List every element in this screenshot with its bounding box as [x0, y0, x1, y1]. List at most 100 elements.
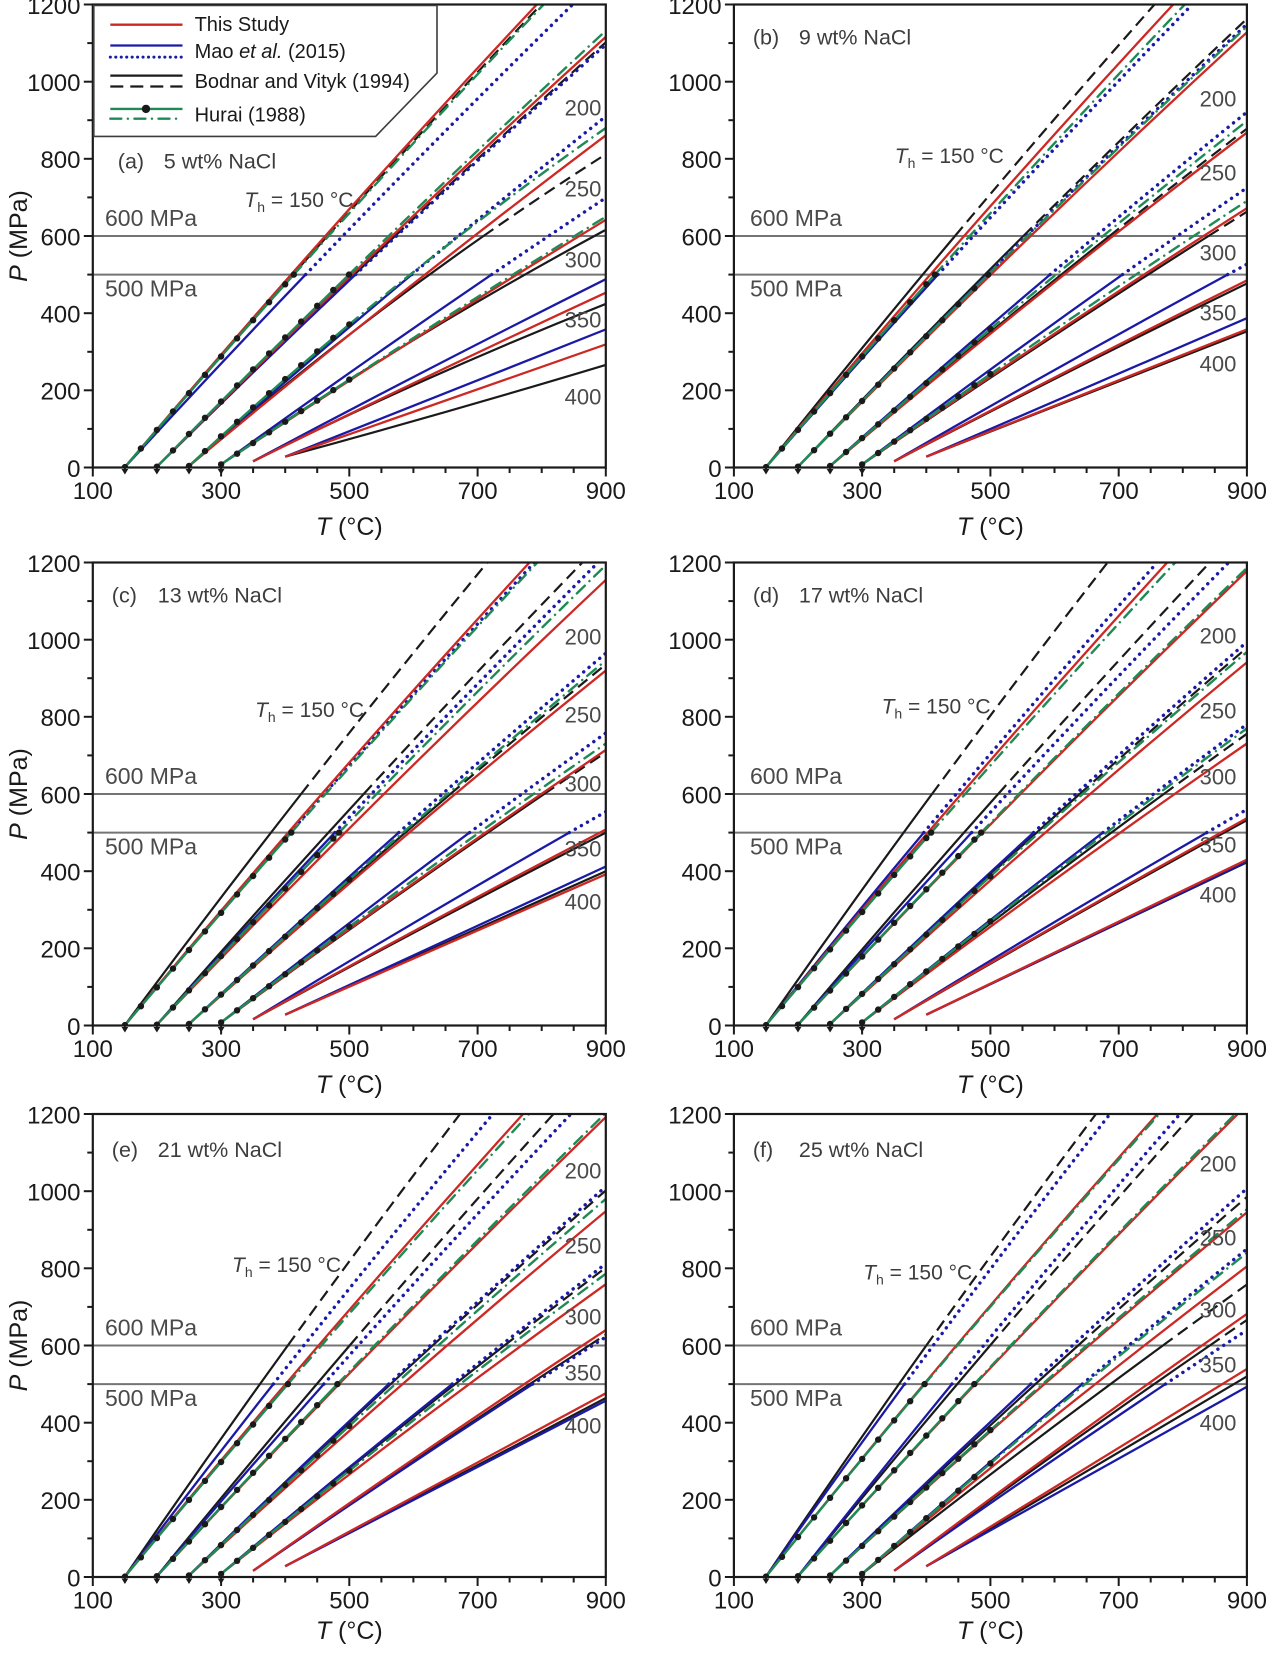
svg-text:600: 600 — [40, 224, 80, 251]
svg-text:Th = 150 °C: Th = 150 °C — [863, 1262, 972, 1288]
svg-text:1000: 1000 — [27, 1180, 80, 1207]
svg-text:1200: 1200 — [27, 551, 80, 578]
svg-text:700: 700 — [1099, 1036, 1139, 1063]
svg-text:350: 350 — [1200, 833, 1237, 858]
svg-text:600: 600 — [682, 782, 722, 809]
svg-text:300: 300 — [565, 1305, 602, 1330]
svg-text:1000: 1000 — [27, 628, 80, 655]
svg-text:1200: 1200 — [668, 1102, 721, 1129]
svg-text:400: 400 — [682, 302, 722, 329]
svg-text:Bodnar and Vityk (1994): Bodnar and Vityk (1994) — [195, 71, 410, 93]
svg-text:Th = 150 °C: Th = 150 °C — [882, 696, 991, 722]
svg-text:T (°C): T (°C) — [316, 1617, 383, 1645]
svg-text:0: 0 — [708, 1014, 721, 1041]
svg-text:900: 900 — [1227, 1036, 1267, 1063]
svg-text:25 wt% NaCl: 25 wt% NaCl — [799, 1138, 923, 1162]
svg-text:(b): (b) — [753, 26, 779, 50]
svg-text:800: 800 — [40, 147, 80, 174]
svg-text:200: 200 — [1200, 1152, 1237, 1177]
svg-text:400: 400 — [682, 860, 722, 887]
svg-text:400: 400 — [1200, 352, 1237, 377]
svg-text:200: 200 — [565, 625, 602, 650]
svg-text:600 MPa: 600 MPa — [105, 1315, 197, 1341]
svg-text:200: 200 — [682, 379, 722, 406]
svg-text:500 MPa: 500 MPa — [105, 276, 197, 302]
svg-text:700: 700 — [1099, 478, 1139, 505]
svg-text:600 MPa: 600 MPa — [750, 1315, 842, 1341]
svg-text:(d): (d) — [753, 584, 779, 608]
svg-text:400: 400 — [565, 1414, 602, 1439]
svg-text:400: 400 — [40, 860, 80, 887]
svg-text:Mao et al. (2015): Mao et al. (2015) — [195, 41, 346, 63]
svg-text:300: 300 — [842, 1588, 882, 1615]
svg-text:T (°C): T (°C) — [957, 1617, 1024, 1645]
svg-text:800: 800 — [40, 705, 80, 732]
svg-text:400: 400 — [565, 890, 602, 915]
svg-text:900: 900 — [1227, 478, 1267, 505]
svg-text:900: 900 — [1227, 1588, 1267, 1615]
svg-text:300: 300 — [201, 1588, 241, 1615]
svg-text:800: 800 — [40, 1257, 80, 1284]
svg-text:200: 200 — [1200, 624, 1237, 649]
svg-text:(f): (f) — [753, 1138, 773, 1162]
svg-text:300: 300 — [1200, 1298, 1237, 1323]
svg-text:100: 100 — [73, 1036, 113, 1063]
svg-text:5 wt% NaCl: 5 wt% NaCl — [164, 149, 276, 173]
svg-text:21 wt% NaCl: 21 wt% NaCl — [158, 1138, 282, 1162]
svg-text:200: 200 — [682, 1488, 722, 1515]
svg-text:100: 100 — [714, 478, 754, 505]
svg-text:1200: 1200 — [27, 1102, 80, 1129]
svg-text:This Study: This Study — [195, 14, 289, 36]
svg-text:200: 200 — [40, 379, 80, 406]
svg-text:T (°C): T (°C) — [957, 1071, 1024, 1099]
svg-text:(e): (e) — [112, 1138, 138, 1162]
svg-text:200: 200 — [40, 1488, 80, 1515]
svg-text:500: 500 — [970, 478, 1010, 505]
svg-text:P (MPa): P (MPa) — [5, 190, 33, 282]
svg-text:200: 200 — [1200, 87, 1237, 112]
svg-text:300: 300 — [842, 1036, 882, 1063]
svg-text:600 MPa: 600 MPa — [105, 763, 197, 789]
svg-text:500: 500 — [970, 1588, 1010, 1615]
svg-text:Th = 150 °C: Th = 150 °C — [255, 699, 364, 725]
svg-text:600: 600 — [682, 1334, 722, 1361]
svg-text:100: 100 — [714, 1036, 754, 1063]
svg-text:0: 0 — [708, 1565, 721, 1592]
svg-text:500 MPa: 500 MPa — [750, 1385, 842, 1411]
svg-text:100: 100 — [73, 478, 113, 505]
svg-text:1200: 1200 — [27, 0, 80, 20]
svg-text:700: 700 — [1099, 1588, 1139, 1615]
svg-text:250: 250 — [1200, 1226, 1237, 1251]
svg-text:400: 400 — [1200, 1411, 1237, 1436]
svg-text:100: 100 — [714, 1588, 754, 1615]
svg-text:500 MPa: 500 MPa — [750, 834, 842, 860]
svg-text:250: 250 — [565, 1234, 602, 1259]
svg-text:350: 350 — [565, 837, 602, 862]
svg-text:400: 400 — [682, 1411, 722, 1438]
svg-text:600 MPa: 600 MPa — [750, 763, 842, 789]
svg-text:800: 800 — [682, 705, 722, 732]
svg-text:500: 500 — [329, 478, 369, 505]
svg-text:1200: 1200 — [668, 551, 721, 578]
svg-text:400: 400 — [565, 385, 602, 410]
svg-text:700: 700 — [458, 1588, 498, 1615]
svg-text:400: 400 — [40, 1411, 80, 1438]
svg-text:300: 300 — [565, 772, 602, 797]
svg-text:Th = 150 °C: Th = 150 °C — [232, 1254, 341, 1280]
svg-text:(c): (c) — [112, 584, 137, 608]
svg-text:0: 0 — [67, 456, 80, 483]
svg-text:500 MPa: 500 MPa — [105, 1385, 197, 1411]
svg-text:1000: 1000 — [668, 1180, 721, 1207]
svg-text:T (°C): T (°C) — [957, 513, 1024, 541]
svg-text:250: 250 — [1200, 161, 1237, 186]
svg-text:500: 500 — [329, 1036, 369, 1063]
svg-text:Hurai (1988): Hurai (1988) — [195, 104, 306, 126]
svg-text:(a): (a) — [118, 149, 144, 173]
svg-text:300: 300 — [1200, 765, 1237, 790]
svg-text:350: 350 — [565, 308, 602, 333]
svg-text:500 MPa: 500 MPa — [105, 834, 197, 860]
svg-text:0: 0 — [708, 456, 721, 483]
svg-text:350: 350 — [1200, 1353, 1237, 1378]
svg-text:1000: 1000 — [668, 628, 721, 655]
svg-text:200: 200 — [40, 937, 80, 964]
